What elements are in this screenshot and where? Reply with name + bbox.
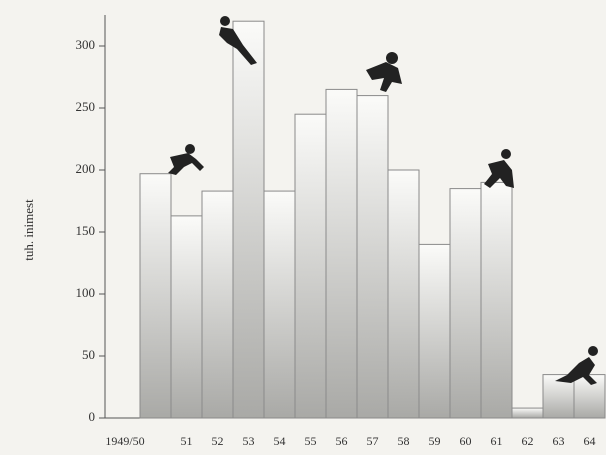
climber-icon bbox=[484, 149, 514, 188]
climber-icon bbox=[168, 144, 204, 175]
y-tick-label: 150 bbox=[76, 223, 96, 238]
climber-icon bbox=[555, 346, 598, 385]
bar bbox=[263, 190, 296, 419]
y-tick-label: 0 bbox=[89, 409, 96, 424]
x-tick-label: 57 bbox=[367, 434, 379, 448]
x-tick-label: 51 bbox=[181, 434, 193, 448]
x-tick-label: 53 bbox=[243, 434, 255, 448]
x-tick-label: 62 bbox=[522, 434, 534, 448]
bar bbox=[232, 20, 265, 419]
x-tick-label: 58 bbox=[398, 434, 410, 448]
x-tick-label: 54 bbox=[274, 434, 286, 448]
bar bbox=[170, 215, 203, 419]
bar bbox=[325, 88, 358, 419]
x-tick-label: 64 bbox=[584, 434, 596, 448]
x-tick-label: 56 bbox=[336, 434, 348, 448]
bar bbox=[294, 113, 327, 419]
climber-icons bbox=[168, 16, 598, 385]
y-axis-label: tuh. inimest bbox=[21, 199, 36, 261]
x-tick-label: 55 bbox=[305, 434, 317, 448]
y-tick-label: 300 bbox=[76, 37, 96, 52]
climber-icon bbox=[219, 16, 257, 65]
x-tick-label: 61 bbox=[491, 434, 503, 448]
x-tick-label: 60 bbox=[460, 434, 472, 448]
bar bbox=[387, 169, 420, 419]
bar bbox=[480, 181, 513, 419]
y-tick-label: 250 bbox=[76, 99, 96, 114]
x-tick-label: 59 bbox=[429, 434, 441, 448]
x-tick-label: 52 bbox=[212, 434, 224, 448]
y-tick-label: 200 bbox=[76, 161, 96, 176]
x-tick-label: 1949/50 bbox=[105, 434, 144, 448]
y-tick-label: 100 bbox=[76, 285, 96, 300]
bar bbox=[449, 188, 482, 419]
bar bbox=[139, 173, 172, 419]
x-tick-label: 63 bbox=[553, 434, 565, 448]
bar bbox=[511, 407, 544, 419]
bar bbox=[356, 95, 389, 419]
bar bbox=[418, 243, 451, 419]
bar bbox=[201, 190, 234, 419]
climber-icon bbox=[366, 52, 402, 92]
y-tick-label: 50 bbox=[82, 347, 95, 362]
